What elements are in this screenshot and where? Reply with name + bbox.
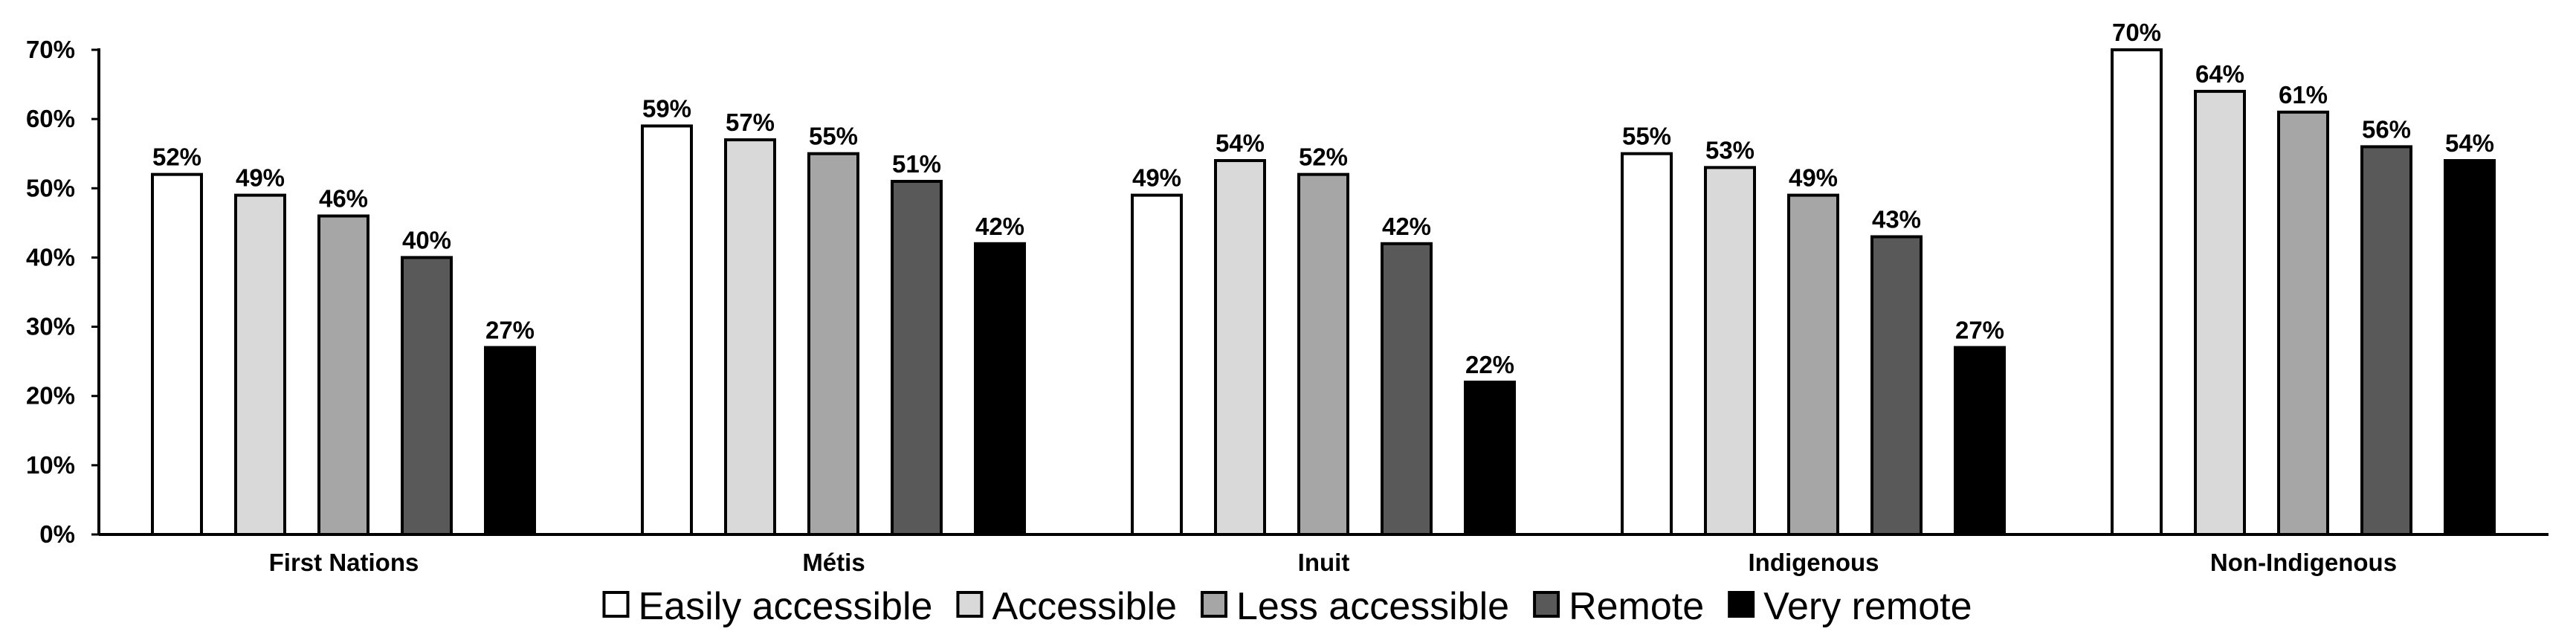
- bar: [891, 179, 943, 536]
- y-tick-label: 30%: [26, 313, 75, 340]
- x-category-label: First Nations: [269, 549, 419, 576]
- legend-swatch: [1201, 591, 1228, 618]
- bar: [1954, 346, 2006, 536]
- bar: [2111, 48, 2163, 536]
- data-label: 49%: [236, 164, 285, 192]
- legend-label: Very remote: [1763, 585, 1972, 628]
- y-axis: 0% 10% 20% 30% 40% 50% 60% 70%: [26, 36, 100, 548]
- data-label: 55%: [809, 123, 858, 150]
- legend-swatch: [602, 591, 630, 618]
- data-label: 22%: [1465, 351, 1514, 378]
- data-label: 27%: [485, 317, 535, 344]
- bar: [484, 346, 536, 536]
- bar: [641, 124, 693, 536]
- data-label: 51%: [892, 150, 941, 178]
- legend-item: Very remote: [1728, 585, 1972, 628]
- bars: [151, 48, 2496, 537]
- bar: [974, 242, 1026, 536]
- legend-item: Easily accessible: [602, 585, 932, 628]
- data-label: 55%: [1622, 123, 1671, 150]
- data-labels: 52% 59% 49% 55% 70% 49% 57% 54% 53% 64% 46% 55% 52% 4…: [152, 19, 2494, 378]
- data-label: 52%: [1299, 143, 1348, 171]
- bar: [151, 172, 203, 537]
- bar: [2277, 110, 2329, 537]
- data-label: 52%: [152, 143, 201, 171]
- legend-item: Remote: [1533, 585, 1704, 628]
- y-tick-label: 10%: [26, 451, 75, 479]
- data-label: 27%: [1955, 317, 2004, 344]
- legend-swatch: [956, 591, 984, 618]
- legend-item: Accessible: [956, 585, 1177, 628]
- data-label: 57%: [726, 109, 775, 136]
- y-tick-label: 20%: [26, 382, 75, 410]
- bar: [2444, 159, 2496, 536]
- data-label: 43%: [1872, 205, 1921, 233]
- data-label: 56%: [2362, 115, 2411, 143]
- legend-label: Remote: [1569, 585, 1704, 628]
- legend-item: Less accessible: [1201, 585, 1509, 628]
- bar: [1214, 159, 1266, 536]
- bar: [1297, 172, 1349, 537]
- y-tick-label: 50%: [26, 174, 75, 201]
- bar: [1381, 242, 1433, 536]
- y-tick-label: 0%: [39, 520, 75, 548]
- x-category-label: Indigenous: [1749, 549, 1879, 576]
- data-label: 42%: [975, 213, 1024, 240]
- x-category-label: Inuit: [1298, 549, 1350, 576]
- data-label: 54%: [2445, 129, 2494, 157]
- y-tick-label: 60%: [26, 105, 75, 132]
- bar: [724, 138, 776, 537]
- legend: Easily accessible Accessible Less accessib…: [602, 585, 1972, 628]
- data-label: 40%: [402, 226, 451, 253]
- x-axis: First Nations Métis Inuit Indigenous Non-Ind…: [99, 533, 2548, 576]
- x-category-label: Métis: [802, 549, 865, 576]
- bar: [1704, 166, 1756, 536]
- legend-label: Easily accessible: [638, 585, 932, 628]
- bar: [1464, 381, 1516, 536]
- data-label: 54%: [1216, 129, 1265, 157]
- data-label: 49%: [1789, 164, 1838, 192]
- data-label: 53%: [1705, 136, 1755, 164]
- bar: [1621, 152, 1673, 536]
- bar: [1787, 193, 1839, 536]
- bar: [2194, 89, 2246, 536]
- data-label: 59%: [642, 94, 691, 122]
- data-label: 49%: [1132, 164, 1181, 192]
- bar: [807, 152, 859, 536]
- legend-swatch: [1728, 591, 1755, 618]
- data-label: 42%: [1382, 213, 1431, 240]
- data-label: 61%: [2279, 81, 2328, 109]
- bar: [401, 256, 453, 536]
- data-label: 64%: [2195, 60, 2244, 88]
- y-tick-label: 70%: [26, 36, 75, 63]
- legend-label: Accessible: [992, 585, 1177, 628]
- x-category-label: Non-Indigenous: [2210, 549, 2397, 576]
- data-label: 46%: [319, 185, 368, 213]
- legend-swatch: [1533, 591, 1560, 618]
- data-label: 70%: [2112, 19, 2161, 46]
- bar: [2360, 145, 2412, 536]
- bar: [1131, 193, 1183, 536]
- bar: [1870, 235, 1923, 536]
- bar: [317, 214, 369, 536]
- y-tick-label: 40%: [26, 243, 75, 271]
- bar: [234, 193, 286, 536]
- legend-label: Less accessible: [1236, 585, 1509, 628]
